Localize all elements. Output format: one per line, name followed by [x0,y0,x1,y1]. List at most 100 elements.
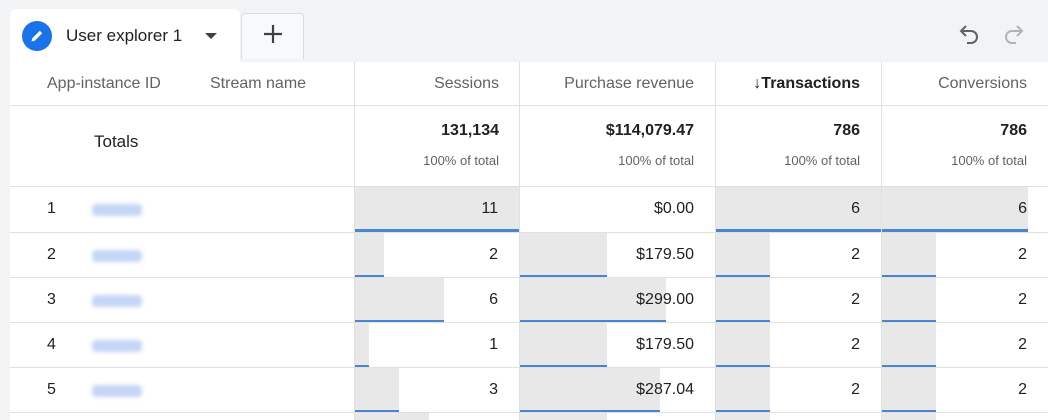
purchase-revenue-cell: $299.00 [520,278,715,323]
purchase-revenue-bar [520,233,607,278]
app-instance-id-redacted[interactable] [92,340,142,352]
transactions-bar-underline [716,275,770,278]
purchase-revenue-bar [520,278,666,323]
pencil-icon[interactable] [22,20,52,51]
purchase-revenue-value: $299.00 [636,291,694,308]
row-number: 4 [47,336,56,353]
purchase-revenue-cell [520,413,715,420]
conversions-bar [882,368,936,413]
app-instance-id-redacted[interactable] [92,295,142,307]
table-row[interactable]: 4 1 $179.50 2 2 [10,323,1048,368]
purchase-revenue-bar-underline [520,275,607,278]
transactions-value: 2 [851,381,860,398]
tab-user-explorer[interactable]: User explorer 1 [10,9,240,62]
conversions-bar [882,413,936,420]
column-header-stream-name[interactable]: Stream name [210,75,307,92]
conversions-cell: 2 [882,323,1048,368]
column-header-purchase-revenue[interactable]: Purchase revenue [564,75,694,92]
transactions-bar [716,413,770,420]
row-divider [10,277,1048,278]
redo-icon[interactable] [1001,20,1027,46]
purchase-revenue-bar [520,413,607,420]
transactions-value: 2 [851,336,860,353]
conversions-cell [882,413,1048,420]
totals-conversions: 786 [1000,122,1027,139]
column-divider [881,62,882,420]
totals-transactions-pct: 100% of total [784,153,860,168]
caret-down-icon[interactable] [204,32,218,40]
conversions-cell: 6 [882,187,1048,232]
app-instance-id-redacted[interactable] [92,250,142,262]
conversions-value: 2 [1018,381,1027,398]
app-instance-id-redacted[interactable] [92,204,142,216]
purchase-revenue-cell: $179.50 [520,323,715,368]
conversions-cell: 2 [882,233,1048,278]
purchase-revenue-cell: $179.50 [520,233,715,278]
totals-transactions: 786 [833,122,860,139]
transactions-value: 2 [851,291,860,308]
row-number: 1 [47,200,56,217]
row-number: 3 [47,291,56,308]
transactions-bar-underline [716,320,770,323]
sessions-bar-underline [355,410,399,413]
sessions-bar-underline [355,320,444,323]
table-row[interactable] [10,413,1048,420]
app-instance-id-redacted[interactable] [92,385,142,397]
sessions-value: 11 [481,200,498,217]
column-header-transactions[interactable]: ↓Transactions [753,75,860,92]
totals-sessions-pct: 100% of total [423,153,499,168]
table-row[interactable]: 2 2 $179.50 2 2 [10,233,1048,278]
column-divider [519,62,520,420]
header-divider [10,105,1048,106]
conversions-bar-underline [882,229,1028,232]
sessions-cell: 11 [355,187,519,232]
table-row[interactable]: 5 3 $287.04 2 2 [10,368,1048,413]
transactions-bar [716,233,770,278]
sessions-cell: 6 [355,278,519,323]
column-header-app-instance-id[interactable]: App-instance ID [47,75,161,92]
conversions-bar-underline [882,275,936,278]
transactions-cell: 6 [716,187,881,232]
sessions-bar-underline [355,275,384,278]
conversions-bar-underline [882,410,936,413]
transactions-bar [716,278,770,323]
transactions-bar-underline [716,365,770,368]
transactions-value: 6 [851,200,860,217]
purchase-revenue-bar-underline [520,320,666,323]
row-number: 2 [47,246,56,263]
purchase-revenue-bar [520,368,660,413]
row-number: 5 [47,381,56,398]
sessions-cell: 2 [355,233,519,278]
sessions-bar [355,323,369,368]
transactions-cell [716,413,881,420]
conversions-cell: 2 [882,368,1048,413]
transactions-cell: 2 [716,233,881,278]
transactions-bar-underline [716,229,881,232]
purchase-revenue-bar-underline [520,365,607,368]
sessions-cell: 3 [355,368,519,413]
row-divider [10,367,1048,368]
table-row[interactable]: 3 6 $299.00 2 2 [10,278,1048,323]
conversions-bar [882,233,936,278]
row-divider [10,232,1048,233]
table-row[interactable]: 1 11 $0.00 6 6 [10,187,1048,232]
undo-icon[interactable] [956,20,982,46]
add-tab-button[interactable] [241,13,304,59]
conversions-bar-underline [882,365,936,368]
transactions-cell: 2 [716,323,881,368]
transactions-cell: 2 [716,278,881,323]
row-divider [10,412,1048,413]
purchase-revenue-value: $287.04 [636,381,694,398]
row-divider [10,322,1048,323]
conversions-value: 2 [1018,246,1027,263]
totals-purchase-revenue-pct: 100% of total [618,153,694,168]
column-header-conversions[interactable]: Conversions [938,75,1027,92]
column-header-sessions[interactable]: Sessions [434,75,499,92]
sessions-value: 3 [489,381,498,398]
conversions-value: 6 [1018,200,1027,217]
sessions-bar [355,368,399,413]
totals-sessions: 131,134 [441,122,499,139]
transactions-value: 2 [851,246,860,263]
sessions-bar [355,413,429,420]
totals-divider [10,186,1048,187]
